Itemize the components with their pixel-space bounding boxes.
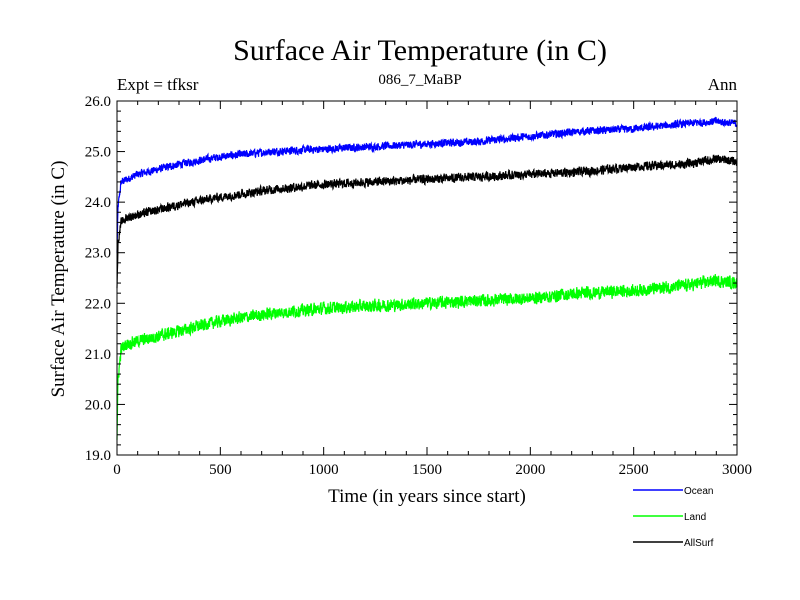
series-line-allsurf bbox=[116, 154, 738, 289]
y-tick-label: 24.0 bbox=[85, 195, 111, 211]
legend-label-allsurf: AllSurf bbox=[684, 538, 714, 549]
x-axis-label: Time (in years since start) bbox=[328, 486, 526, 507]
x-tick-label: 2500 bbox=[619, 462, 649, 478]
y-tick-label: 20.0 bbox=[85, 397, 111, 413]
y-tick-label: 26.0 bbox=[85, 94, 111, 110]
y-axis-label: Surface Air Temperature (in C) bbox=[48, 161, 69, 398]
x-tick-label: 1500 bbox=[412, 462, 442, 478]
x-tick-label: 0 bbox=[113, 462, 121, 478]
series-layer bbox=[116, 116, 738, 440]
experiment-label: Expt = tfksr bbox=[117, 75, 199, 94]
season-label: Ann bbox=[708, 75, 738, 94]
legend-label-ocean: Ocean bbox=[684, 486, 713, 497]
legend: Ocean Land AllSurf bbox=[633, 486, 714, 549]
ticks-layer: 0 500 1000 1500 2000 2500 3000 19.0 20.0 21.0 22.0… bbox=[85, 94, 752, 478]
x-tick-label: 2000 bbox=[515, 462, 545, 478]
series-line-land bbox=[116, 273, 738, 440]
y-tick-label: 19.0 bbox=[85, 448, 111, 464]
chart-subtitle: 086_7_MaBP bbox=[378, 72, 461, 88]
y-tick-label: 25.0 bbox=[85, 145, 111, 161]
x-tick-label: 3000 bbox=[722, 462, 752, 478]
y-tick-label: 21.0 bbox=[85, 347, 111, 363]
y-tick-label: 23.0 bbox=[85, 246, 111, 262]
series-line-ocean bbox=[116, 116, 738, 253]
x-tick-label: 500 bbox=[209, 462, 232, 478]
legend-label-land: Land bbox=[684, 512, 706, 523]
plot-frame bbox=[116, 100, 738, 456]
chart-title: Surface Air Temperature (in C) bbox=[233, 34, 607, 67]
y-tick-label: 22.0 bbox=[85, 296, 111, 312]
x-tick-label: 1000 bbox=[309, 462, 339, 478]
